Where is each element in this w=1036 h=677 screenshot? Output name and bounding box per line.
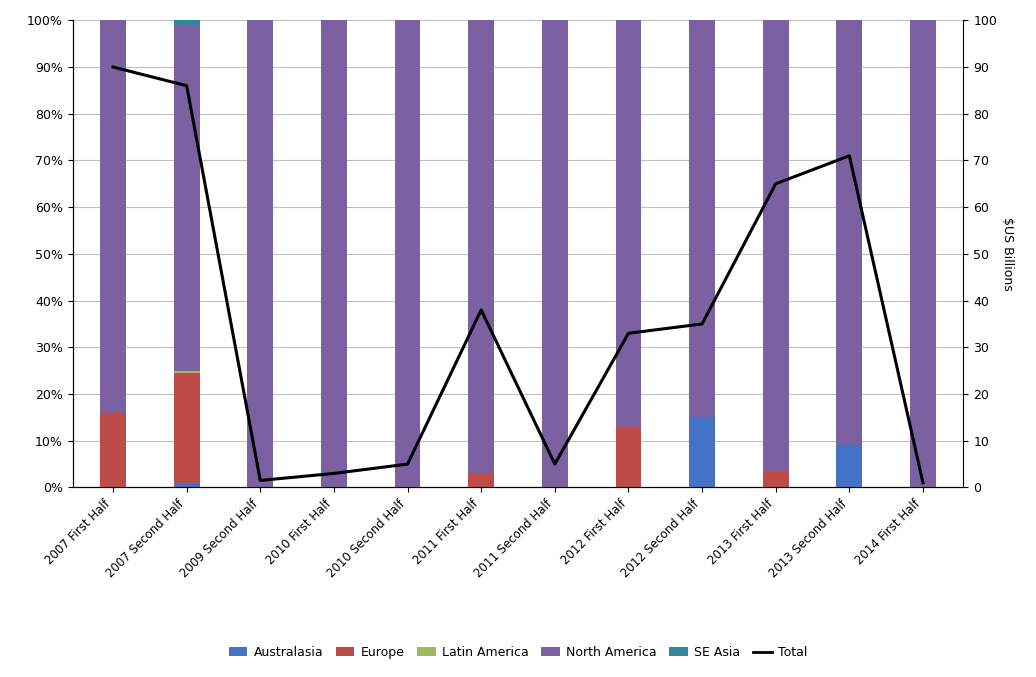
Total <box>549 460 562 468</box>
Total <box>770 180 782 188</box>
Total <box>180 82 193 90</box>
Total <box>401 460 413 468</box>
Y-axis label: $US Billions: $US Billions <box>1001 217 1014 290</box>
Bar <box>762 471 788 487</box>
Total <box>327 469 340 477</box>
Bar <box>468 473 494 487</box>
Total <box>696 320 709 328</box>
Total <box>107 63 119 71</box>
Total <box>917 479 929 487</box>
Bar <box>762 20 788 471</box>
Bar <box>615 427 641 487</box>
Bar <box>395 20 421 487</box>
Bar <box>615 20 641 427</box>
Bar <box>468 20 494 473</box>
Bar <box>100 413 126 487</box>
Bar <box>542 20 568 487</box>
Bar <box>836 20 862 445</box>
Bar <box>689 417 715 487</box>
Total <box>254 477 266 485</box>
Bar <box>248 20 274 487</box>
Bar <box>100 20 126 413</box>
Bar <box>689 20 715 417</box>
Bar <box>836 445 862 487</box>
Bar <box>174 25 200 371</box>
Bar <box>174 373 200 483</box>
Total <box>843 152 856 160</box>
Bar <box>174 20 200 25</box>
Total <box>623 329 635 337</box>
Bar <box>321 20 347 487</box>
Bar <box>910 20 936 487</box>
Line: Total: Total <box>113 67 923 483</box>
Legend: Australasia, Europe, Latin America, North America, SE Asia, Total: Australasia, Europe, Latin America, Nort… <box>224 641 812 664</box>
Bar <box>174 483 200 487</box>
Bar <box>174 371 200 373</box>
Total <box>474 306 487 314</box>
